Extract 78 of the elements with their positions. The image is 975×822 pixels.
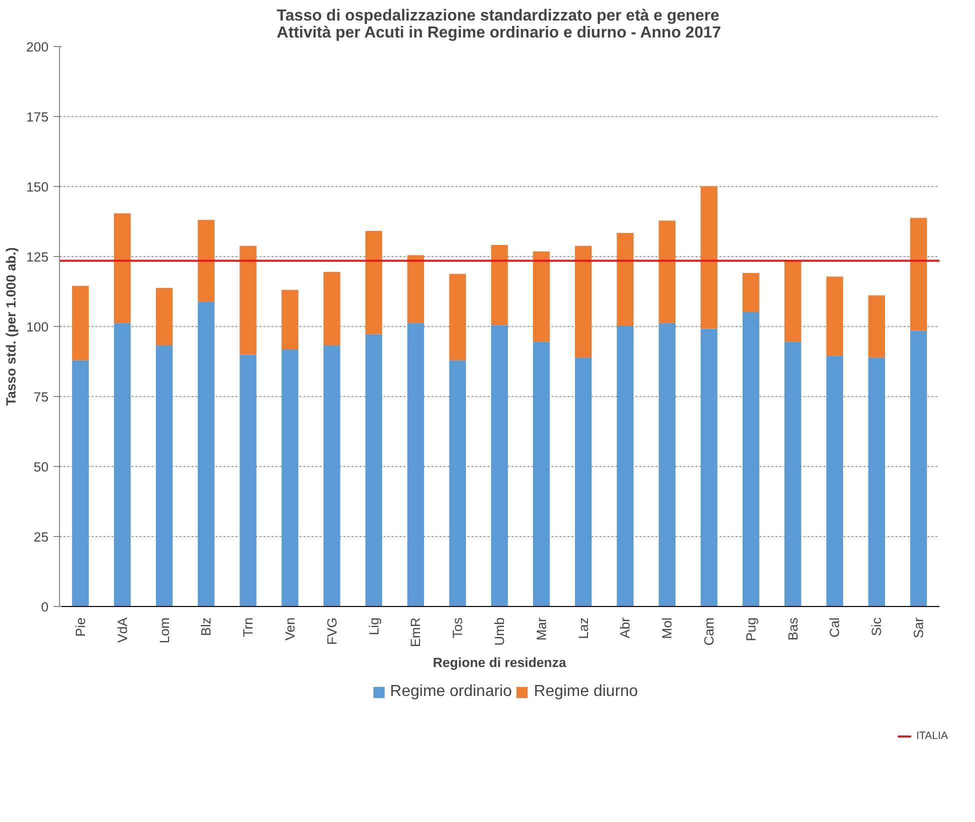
y-tick-label: 100 — [26, 320, 49, 334]
x-tick-label: Mar — [534, 616, 549, 640]
x-tick-label: Lom — [156, 617, 172, 644]
x-tick-label: FVG — [324, 617, 340, 645]
x-tick-label: Blz — [198, 618, 214, 636]
bar — [658, 323, 676, 606]
x-tick-label: Cal — [827, 617, 842, 638]
x-tick-label: VdA — [114, 617, 130, 643]
x-tick-label: Laz — [576, 617, 591, 639]
legend-label: Regime diurno — [534, 683, 638, 701]
y-tick-label: 25 — [34, 530, 49, 544]
bar — [491, 325, 508, 606]
bar — [826, 356, 844, 606]
bar — [742, 312, 760, 606]
x-tick-label: Ven — [282, 617, 298, 640]
bar — [784, 342, 802, 606]
bar — [114, 213, 131, 324]
legend-label: ITALIA — [916, 730, 948, 742]
bar — [491, 245, 508, 326]
bar — [784, 260, 802, 342]
x-tick-label: Trn — [240, 617, 256, 637]
x-tick-label: EmR — [408, 617, 424, 648]
y-tick-label: 0 — [41, 600, 49, 614]
bar — [324, 346, 340, 606]
bar — [700, 186, 718, 329]
bar — [826, 276, 844, 356]
bar — [240, 354, 256, 606]
bar — [574, 358, 592, 606]
x-tick-label: Pie — [72, 618, 88, 637]
bar — [616, 326, 634, 606]
x-tick-label: Sar — [911, 616, 926, 638]
bar — [72, 360, 89, 606]
bar — [533, 342, 550, 606]
bar — [365, 334, 382, 606]
bar — [282, 349, 298, 606]
x-axis-title: Regione di residenza — [432, 655, 567, 670]
bar — [910, 330, 927, 606]
bar — [324, 272, 340, 346]
bar — [198, 220, 215, 302]
x-tick-label: Bas — [785, 617, 800, 640]
legend-label: Regime ordinario — [390, 683, 512, 701]
y-axis-title: Tasso std. (per 1.000 ab.) — [3, 247, 18, 406]
x-tick-label: Cam — [702, 618, 717, 646]
bar — [156, 346, 173, 606]
bar — [868, 295, 886, 358]
bar — [365, 231, 382, 334]
bar — [533, 251, 550, 342]
x-tick-label: Tos — [450, 617, 466, 638]
y-tick-label: 200 — [26, 40, 49, 54]
x-tick-label: Lig — [366, 617, 382, 636]
bar — [72, 286, 89, 360]
bar — [910, 218, 927, 331]
x-tick-label: Umb — [492, 618, 507, 646]
bar — [742, 273, 760, 312]
bar — [658, 220, 676, 324]
y-tick-label: 125 — [26, 250, 49, 264]
x-tick-label: Mol — [660, 617, 675, 639]
chart-title: Tasso di ospedalizzazione standardizzato per età e genere Attività per Acuti in Regime ordinario e diurno - Anno 2017 — [276, 8, 722, 42]
x-tick-label: Sic — [869, 617, 884, 636]
bar — [449, 274, 466, 360]
bar — [407, 255, 424, 324]
bar — [156, 288, 173, 346]
bar — [574, 246, 592, 358]
bar — [240, 246, 256, 355]
bar — [700, 328, 718, 606]
x-tick-label: Abr — [618, 616, 633, 638]
bar — [616, 232, 634, 326]
x-tick-label: Pug — [743, 617, 758, 642]
bar — [449, 360, 466, 606]
y-tick-label: 75 — [34, 390, 49, 404]
bar — [198, 302, 215, 606]
bar — [282, 290, 298, 350]
bar — [868, 358, 886, 606]
y-tick-label: 175 — [26, 110, 49, 124]
y-tick-label: 150 — [26, 180, 49, 194]
bar — [407, 323, 424, 606]
y-tick-label: 50 — [34, 460, 49, 474]
bar — [114, 323, 131, 606]
